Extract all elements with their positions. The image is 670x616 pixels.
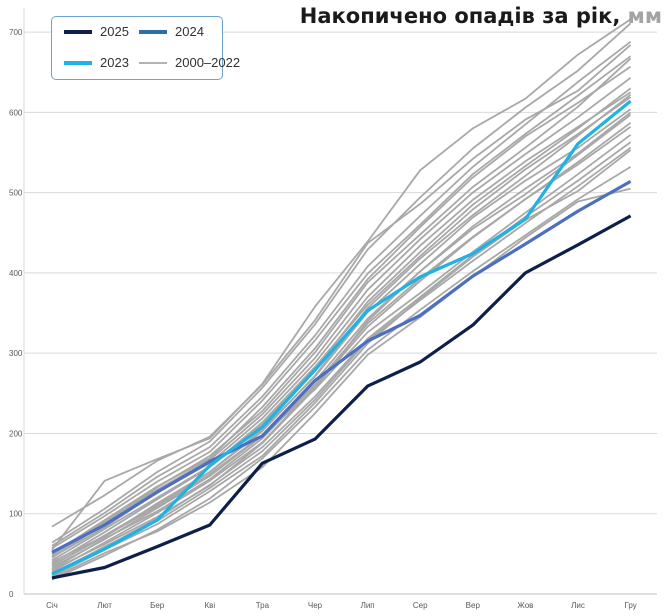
- chart-legend: 2025 2024 2023 2000–2022: [51, 16, 240, 80]
- legend-swatch-2023: [64, 60, 92, 65]
- historical-line: [51, 108, 632, 566]
- y-tick-label: 600: [9, 108, 23, 117]
- y-tick-label: 700: [9, 28, 23, 37]
- x-tick-label: Січ: [46, 601, 58, 610]
- gridlines: [24, 31, 657, 595]
- chart-title-unit: мм: [627, 4, 662, 28]
- x-tick-label: Тра: [256, 601, 270, 610]
- historical-line: [51, 65, 632, 555]
- y-tick-label: 400: [9, 269, 23, 278]
- legend-swatch-historical: [139, 61, 167, 64]
- series-line-2024: [51, 180, 632, 554]
- legend-item-2024: 2024: [139, 24, 204, 39]
- legend-item-historical: 2000–2022: [139, 55, 240, 70]
- historical-line: [51, 111, 632, 569]
- historical-line: [51, 57, 632, 559]
- historical-line: [51, 77, 632, 557]
- historical-line: [51, 149, 632, 578]
- x-tick-label: Бер: [150, 601, 165, 610]
- chart-title-text: Накопичено опадів за рік,: [299, 4, 621, 28]
- historical-line: [51, 187, 631, 579]
- y-tick-label: 200: [9, 429, 23, 438]
- axes: 0 100 200 300 400 500 600 700 Січ Лют Бер Кві Тра Чер…: [9, 8, 657, 610]
- legend-label-2023: 2023: [100, 55, 129, 70]
- highlight-lines: [51, 99, 632, 580]
- x-tick-label: Лис: [571, 601, 585, 610]
- x-tick-label: Сер: [413, 601, 428, 610]
- series-line-2025: [51, 214, 632, 580]
- legend-label-2025: 2025: [100, 24, 129, 39]
- x-tick-label: Жов: [517, 601, 533, 610]
- historical-line: [51, 126, 632, 570]
- x-tick-label: Вер: [466, 601, 481, 610]
- legend-item-2023: 2023: [64, 55, 129, 70]
- x-tick-label: Чер: [308, 601, 323, 610]
- x-tick-label: Лют: [97, 601, 112, 610]
- x-tick-label: Гру: [624, 601, 636, 610]
- legend-label-historical: 2000–2022: [175, 55, 241, 70]
- historical-line: [51, 18, 632, 551]
- y-tick-label: 0: [9, 590, 14, 599]
- chart-title: Накопичено опадів за рік, мм: [300, 4, 662, 28]
- historical-line: [51, 96, 632, 562]
- historical-line: [51, 22, 632, 544]
- historical-line: [51, 55, 632, 549]
- y-tick-label: 500: [9, 189, 23, 198]
- historical-line: [51, 44, 632, 528]
- legend-item-2025: 2025: [64, 24, 129, 39]
- historical-line: [51, 87, 632, 565]
- y-tick-label: 100: [9, 510, 23, 519]
- x-tick-label: Кві: [204, 601, 215, 610]
- historical-line: [51, 40, 632, 547]
- x-tick-label: Лип: [361, 601, 375, 610]
- series-line-2023: [51, 99, 632, 576]
- historical-lines: [51, 18, 632, 581]
- legend-swatch-2024: [139, 29, 167, 34]
- legend-label-2024: 2024: [175, 24, 204, 39]
- legend-swatch-2025: [64, 29, 92, 34]
- y-tick-label: 300: [9, 349, 23, 358]
